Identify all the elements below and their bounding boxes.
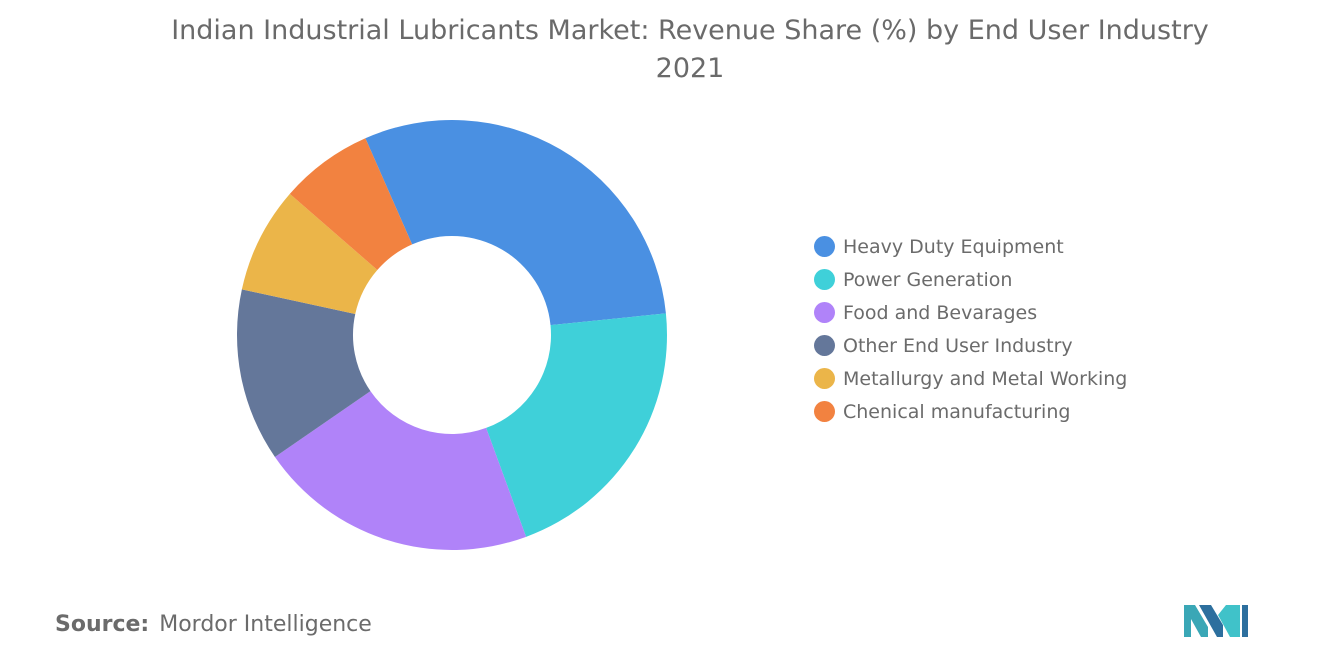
- legend-item: Chenical manufacturing: [814, 395, 1127, 428]
- legend-label: Metallurgy and Metal Working: [843, 367, 1128, 390]
- legend-label: Food and Bevarages: [843, 301, 1038, 324]
- legend-swatch-icon: [814, 401, 835, 422]
- legend-label: Heavy Duty Equipment: [843, 235, 1064, 258]
- legend-item: Heavy Duty Equipment: [814, 230, 1127, 263]
- legend-label: Power Generation: [843, 268, 1013, 291]
- legend-item: Power Generation: [814, 263, 1127, 296]
- source-label: Source:: [55, 612, 150, 637]
- legend-item: Food and Bevarages: [814, 296, 1127, 329]
- source-note: Source: Mordor Intelligence: [55, 612, 372, 637]
- donut-slice-power-generation: [486, 313, 668, 537]
- legend-item: Metallurgy and Metal Working: [814, 362, 1127, 395]
- donut-slice-heavy-duty-equipment: [365, 119, 666, 326]
- donut-slice-food-and-bevarages: [274, 391, 527, 550]
- chart-title-line1: Indian Industrial Lubricants Market: Rev…: [171, 15, 1209, 46]
- legend-item: Other End User Industry: [814, 329, 1127, 362]
- donut-slice-chenical-manufacturing: [289, 138, 413, 270]
- legend-swatch-icon: [814, 269, 835, 290]
- legend-label: Other End User Industry: [843, 334, 1073, 357]
- chart-title: Indian Industrial Lubricants Market: Rev…: [0, 12, 1320, 88]
- legend-swatch-icon: [814, 302, 835, 323]
- source-value: Mordor Intelligence: [159, 612, 372, 637]
- chart-subtitle-year: 2021: [655, 53, 725, 84]
- legend-swatch-icon: [814, 368, 835, 389]
- legend-swatch-icon: [814, 335, 835, 356]
- donut-slices: [237, 119, 668, 550]
- legend-label: Chenical manufacturing: [843, 400, 1071, 423]
- mordor-intelligence-logo-icon: [1184, 605, 1248, 637]
- legend-swatch-icon: [814, 236, 835, 257]
- chart-legend: Heavy Duty Equipment Power Generation Food…: [814, 230, 1127, 428]
- donut-slice-metallurgy-and-metal-working: [241, 193, 378, 315]
- donut-slice-other-end-user-industry: [237, 289, 371, 457]
